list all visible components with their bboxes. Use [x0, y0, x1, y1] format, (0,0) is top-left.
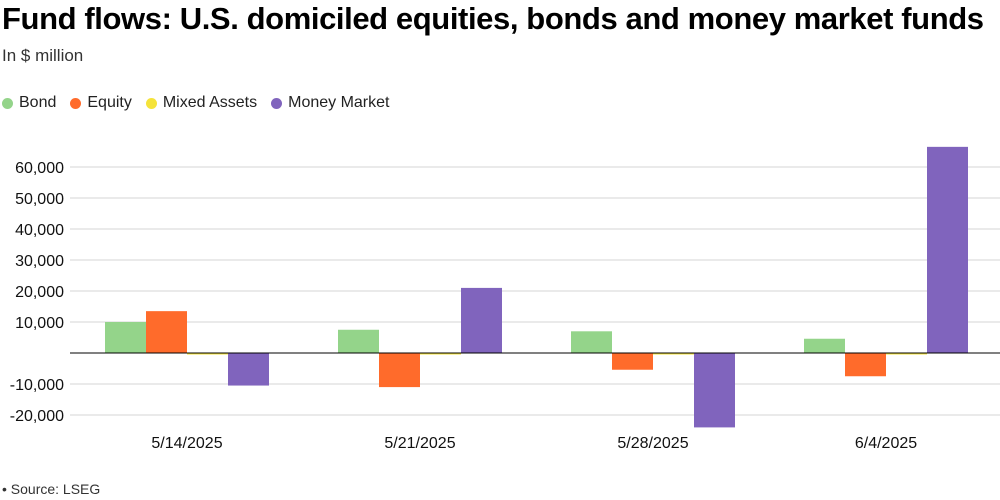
- y-tick-label: 50,000: [15, 191, 64, 208]
- legend: Bond Equity Mixed Assets Money Market: [2, 94, 403, 112]
- legend-swatch-equity: [70, 97, 82, 109]
- legend-item-mixed-assets: Mixed Assets: [145, 94, 258, 112]
- bar-bond: [804, 338, 845, 353]
- bar-mixed-assets: [653, 353, 694, 355]
- bar-money-market: [694, 353, 735, 428]
- y-tick-label: 30,000: [15, 253, 64, 270]
- x-category-label: 6/4/2025: [855, 435, 917, 452]
- legend-item-equity: Equity: [70, 94, 132, 112]
- legend-label-mixed-assets: Mixed Assets: [162, 94, 258, 111]
- bar-money-market: [461, 287, 502, 353]
- bar-mixed-assets: [886, 353, 927, 355]
- bar-bond: [105, 322, 146, 353]
- legend-swatch-bond: [2, 97, 13, 109]
- bar-money-market: [228, 353, 269, 386]
- y-tick-label: -10,000: [10, 377, 64, 394]
- legend-swatch-money-market: [271, 97, 283, 109]
- legend-label-bond: Bond: [19, 94, 57, 111]
- bar-bond: [338, 329, 379, 353]
- bar-money-market: [927, 146, 968, 353]
- x-category-label: 5/21/2025: [384, 435, 455, 452]
- bar-bond: [571, 331, 612, 353]
- x-category-label: 5/14/2025: [151, 435, 222, 452]
- legend-swatch-mixed-assets: [145, 97, 157, 109]
- legend-item-bond: Bond: [2, 94, 56, 112]
- y-tick-label: 40,000: [15, 222, 64, 239]
- y-tick-label: 60,000: [15, 160, 64, 177]
- x-category-label: 5/28/2025: [617, 435, 688, 452]
- bar-mixed-assets: [187, 353, 228, 355]
- bar-equity: [379, 353, 420, 388]
- legend-item-money-market: Money Market: [271, 94, 389, 112]
- y-tick-label: 10,000: [15, 315, 64, 332]
- bar-equity: [612, 353, 653, 370]
- source-note: • Source: LSEG: [2, 481, 101, 497]
- y-tick-label: 20,000: [15, 284, 64, 301]
- legend-label-equity: Equity: [87, 94, 132, 111]
- bar-equity: [845, 353, 886, 377]
- bar-equity: [146, 311, 187, 353]
- bar-mixed-assets: [420, 353, 461, 355]
- y-tick-label: -20,000: [10, 408, 64, 425]
- chart-title: Fund flows: U.S. domiciled equities, bon…: [2, 1, 984, 36]
- chart-subtitle: In $ million: [2, 46, 84, 65]
- legend-label-money-market: Money Market: [288, 94, 390, 111]
